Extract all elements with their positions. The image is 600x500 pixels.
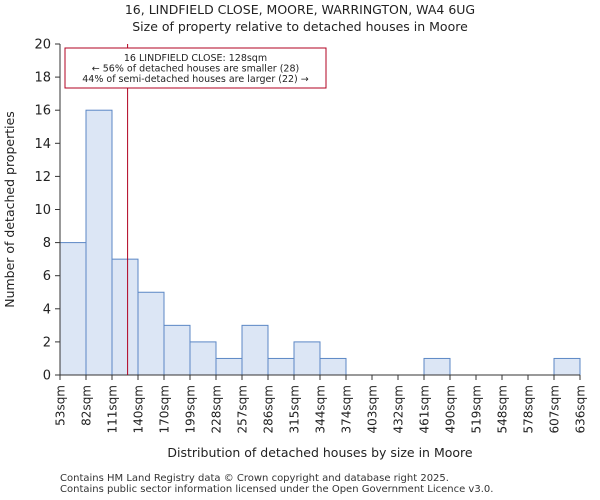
x-tick-label: 548sqm	[496, 385, 510, 433]
y-tick-label: 12	[34, 170, 51, 185]
y-tick-label: 20	[34, 38, 51, 53]
x-tick-label: 461sqm	[418, 385, 432, 433]
chart-title: 16, LINDFIELD CLOSE, MOORE, WARRINGTON, …	[124, 2, 476, 17]
x-tick-label: 315sqm	[288, 385, 302, 433]
histogram-bar	[189, 341, 217, 376]
x-tick-label: 286sqm	[262, 385, 276, 433]
histogram-bar	[553, 357, 581, 376]
footer-copyright: Contains HM Land Registry data © Crown c…	[60, 473, 449, 484]
y-tick-label: 8	[43, 236, 51, 251]
y-tick-label: 14	[34, 137, 51, 152]
x-tick-label: 199sqm	[184, 385, 198, 433]
histogram-bar	[137, 291, 165, 376]
chart-subtitle: Size of property relative to detached ho…	[132, 19, 468, 34]
x-tick-label: 170sqm	[158, 385, 172, 433]
histogram-bar	[111, 258, 139, 376]
x-tick-label: 82sqm	[80, 385, 94, 426]
histogram-bar	[423, 357, 451, 376]
x-tick-label: 636sqm	[574, 385, 588, 433]
annotation-title: 16 LINDFIELD CLOSE: 128sqm	[124, 53, 267, 64]
y-axis-label: Number of detached properties	[2, 111, 17, 308]
y-tick-label: 18	[34, 71, 51, 86]
x-tick-label: 607sqm	[548, 385, 562, 433]
x-tick-label: 257sqm	[236, 385, 250, 433]
footer-licence: Contains public sector information licen…	[60, 484, 494, 495]
x-tick-label: 519sqm	[470, 385, 484, 433]
annotation-larger: 44% of semi-detached houses are larger (…	[82, 74, 309, 85]
x-tick-label: 228sqm	[210, 385, 224, 433]
histogram-bar	[267, 357, 295, 376]
x-tick-label: 140sqm	[132, 385, 146, 433]
y-tick-label: 6	[43, 269, 51, 284]
x-tick-label: 490sqm	[444, 385, 458, 433]
y-tick-label: 4	[43, 302, 51, 317]
x-tick-label: 403sqm	[366, 385, 380, 433]
x-tick-label: 344sqm	[314, 385, 328, 433]
histogram-bar	[215, 357, 243, 376]
x-tick-label: 53sqm	[54, 385, 68, 426]
histogram-bar	[163, 324, 191, 376]
x-axis-label: Distribution of detached houses by size …	[167, 445, 473, 460]
x-tick-label: 578sqm	[522, 385, 536, 433]
annotation-smaller: ← 56% of detached houses are smaller (28…	[92, 64, 299, 75]
histogram-bar	[85, 109, 113, 376]
histogram-bar	[319, 357, 347, 376]
annotation-box	[64, 47, 327, 89]
histogram-bar	[293, 341, 321, 376]
y-tick-label: 16	[34, 104, 51, 119]
histogram-bar	[241, 324, 269, 376]
x-tick-label: 111sqm	[106, 385, 120, 433]
x-tick-label: 432sqm	[392, 385, 406, 433]
histogram-bar	[59, 242, 87, 376]
y-tick-label: 10	[34, 203, 51, 218]
x-tick-label: 374sqm	[340, 385, 354, 433]
y-tick-label: 0	[43, 369, 51, 384]
y-tick-label: 2	[43, 335, 51, 350]
